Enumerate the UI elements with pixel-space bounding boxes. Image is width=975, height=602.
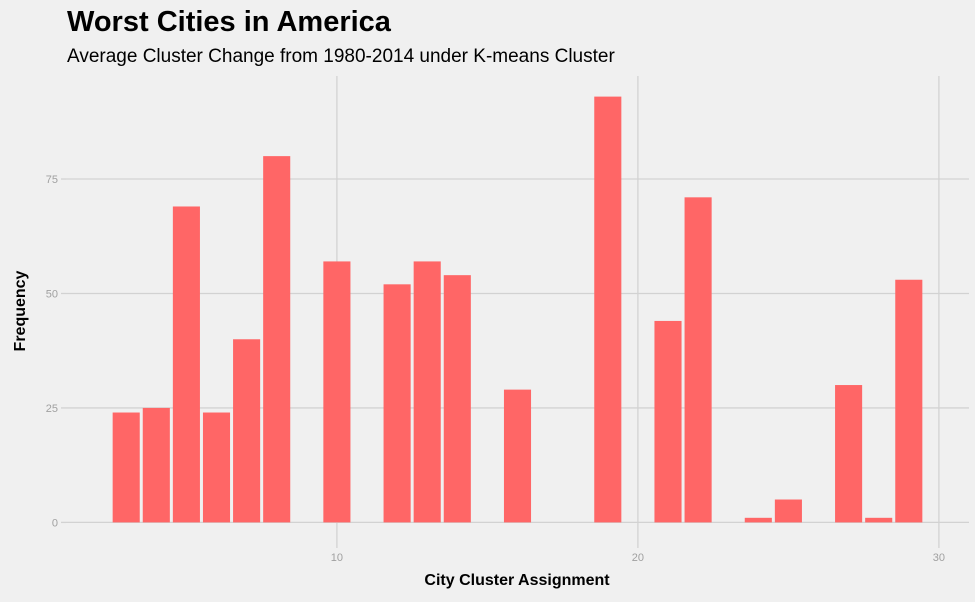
bar: [835, 385, 863, 523]
y-tick-label: 75: [46, 174, 58, 186]
y-axis-label: Frequency: [12, 270, 29, 351]
bar: [503, 389, 532, 523]
x-tick-label: 30: [933, 552, 945, 564]
bar: [774, 499, 802, 523]
bar: [413, 261, 441, 523]
y-tick-label: 25: [46, 403, 58, 415]
bar: [865, 517, 893, 523]
y-tick-label: 0: [52, 517, 58, 529]
tick-labels: 0 25 50 75 10 20 30: [46, 174, 945, 564]
bar: [684, 197, 712, 523]
bar: [654, 320, 682, 523]
bar: [744, 517, 772, 523]
bar: [323, 261, 351, 523]
y-tick-label: 50: [46, 288, 58, 300]
bar: [895, 279, 923, 523]
bar: [172, 206, 200, 523]
x-axis-label: City Cluster Assignment: [424, 572, 610, 589]
x-tick-label: 10: [331, 552, 343, 564]
chart-subtitle: Average Cluster Change from 1980-2014 un…: [67, 46, 615, 67]
bar: [233, 339, 261, 523]
bar: [594, 96, 622, 523]
bar: [202, 412, 231, 523]
x-tick-label: 20: [632, 552, 644, 564]
bar: [112, 412, 140, 523]
bar: [443, 275, 471, 523]
chart-title: Worst Cities in America: [67, 6, 392, 38]
bar: [263, 156, 291, 523]
bar: [383, 284, 411, 523]
bars: [112, 96, 923, 523]
bar: [142, 407, 170, 523]
